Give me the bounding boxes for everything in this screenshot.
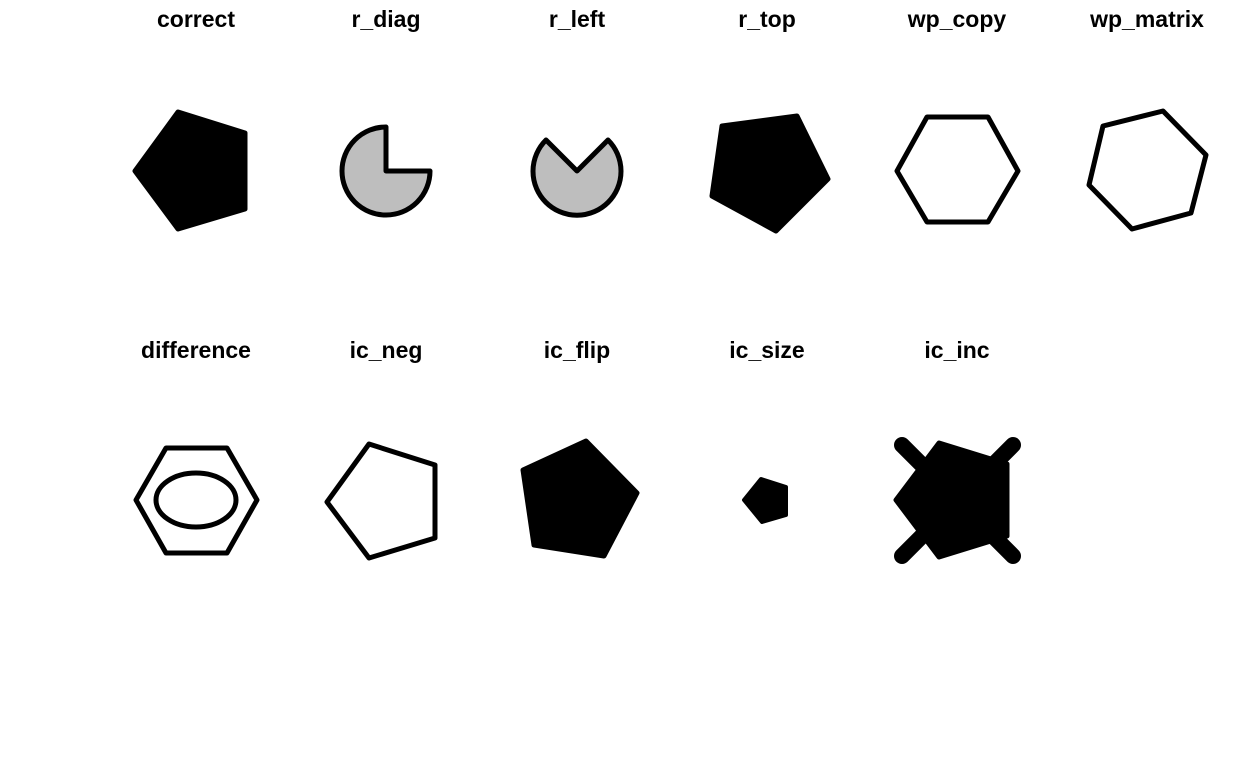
shape-r-top-pentagon xyxy=(709,113,831,234)
shape-wp-matrix-hexagon xyxy=(1086,108,1209,232)
shape-wp-copy-hexagon xyxy=(894,114,1021,225)
panel-title-wp-copy: wp_copy xyxy=(907,6,1007,32)
shape-ic-inc-group xyxy=(893,437,1021,564)
panel-title-difference: difference xyxy=(141,337,251,363)
panel-title-ic-size: ic_size xyxy=(729,337,805,363)
panel-title-r-left: r_left xyxy=(548,6,606,32)
panel-title-correct: correct xyxy=(157,6,235,32)
panel-title-ic-flip: ic_flip xyxy=(543,337,611,363)
panel-title-ic-neg: ic_neg xyxy=(349,337,423,363)
shape-correct-pentagon xyxy=(132,109,248,232)
panel-title-r-diag: r_diag xyxy=(351,6,421,32)
panel-title-ic-inc: ic_inc xyxy=(924,337,990,363)
shape-ic-size-pentagon xyxy=(742,477,788,524)
shape-ic-inc-pentagon xyxy=(893,440,1010,560)
shape-r-left-pie xyxy=(530,137,624,218)
panel-title-wp-matrix: wp_matrix xyxy=(1090,6,1204,32)
shape-ic-flip-pentagon xyxy=(520,438,640,559)
shape-difference-ellipse xyxy=(153,470,239,530)
shape-r-diag-pie xyxy=(339,124,433,218)
panel-title-r-top: r_top xyxy=(738,6,796,32)
shape-difference-hexagon xyxy=(133,445,260,556)
shape-ic-neg-pentagon xyxy=(324,441,438,561)
